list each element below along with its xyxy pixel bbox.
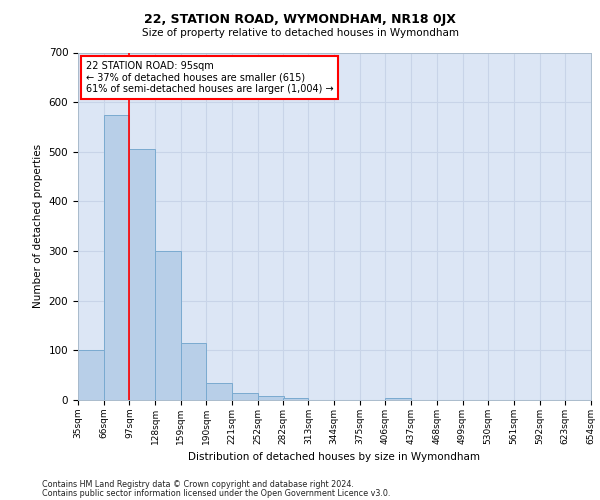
Bar <box>206 382 232 400</box>
Text: Contains public sector information licensed under the Open Government Licence v3: Contains public sector information licen… <box>42 488 391 498</box>
Bar <box>181 343 206 400</box>
X-axis label: Distribution of detached houses by size in Wymondham: Distribution of detached houses by size … <box>188 452 481 462</box>
Bar <box>130 150 155 400</box>
Bar <box>283 398 308 400</box>
Bar <box>385 398 411 400</box>
Bar <box>78 350 104 400</box>
Y-axis label: Number of detached properties: Number of detached properties <box>33 144 43 308</box>
Text: Size of property relative to detached houses in Wymondham: Size of property relative to detached ho… <box>142 28 458 38</box>
Bar <box>258 396 284 400</box>
Text: Contains HM Land Registry data © Crown copyright and database right 2024.: Contains HM Land Registry data © Crown c… <box>42 480 354 489</box>
Bar <box>104 114 130 400</box>
Text: 22, STATION ROAD, WYMONDHAM, NR18 0JX: 22, STATION ROAD, WYMONDHAM, NR18 0JX <box>144 12 456 26</box>
Bar <box>155 251 181 400</box>
Text: 22 STATION ROAD: 95sqm
← 37% of detached houses are smaller (615)
61% of semi-de: 22 STATION ROAD: 95sqm ← 37% of detached… <box>86 61 334 94</box>
Bar <box>232 392 258 400</box>
